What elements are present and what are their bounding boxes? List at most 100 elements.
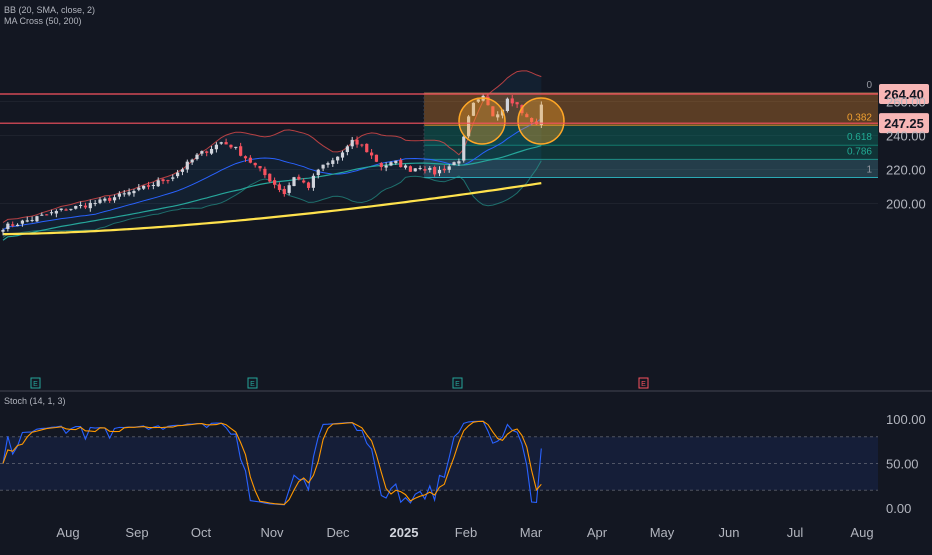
x-tick-label: Dec [326, 525, 350, 540]
candle-body [83, 205, 88, 208]
candle [166, 179, 170, 184]
candle-body [40, 214, 44, 216]
candle-body [403, 165, 408, 168]
candle-body [234, 146, 238, 148]
bb-legend[interactable]: BB (20, SMA, close, 2) [4, 5, 96, 15]
pattern-circle-left [458, 97, 506, 145]
fib-zone-2 [424, 145, 878, 160]
candle-body [117, 193, 121, 197]
candle [151, 182, 155, 190]
fib-zone-0 [424, 93, 878, 126]
x-tick-label: Nov [260, 525, 284, 540]
candle [176, 169, 180, 179]
price-label-text: 247.25 [884, 116, 924, 131]
candle [156, 177, 160, 188]
candle-body [457, 161, 461, 164]
candle [277, 182, 282, 193]
candle [496, 111, 500, 121]
candle [229, 144, 233, 149]
candle-body [408, 166, 412, 172]
candle [146, 181, 151, 190]
candle-body [345, 146, 349, 153]
candle [103, 197, 107, 203]
fib-zone-4 [424, 159, 878, 178]
candle-body [103, 198, 107, 201]
ma-legend[interactable]: MA Cross (50, 200) [4, 16, 82, 26]
x-tick-label: Oct [191, 525, 212, 540]
candle [515, 102, 519, 108]
candle-body [510, 98, 514, 104]
candle-body [447, 166, 451, 170]
candle [423, 166, 427, 174]
candle-body [321, 164, 325, 169]
candle [122, 190, 126, 197]
candle-body [69, 208, 73, 210]
candle [394, 160, 398, 165]
ma-50-line [2, 145, 542, 241]
candle [219, 141, 223, 145]
stoch-legend[interactable]: Stoch (14, 1, 3) [4, 396, 66, 406]
candle [282, 186, 286, 197]
candle-body [282, 188, 286, 195]
candle-body [539, 104, 543, 125]
candle [345, 144, 349, 156]
price-lines: 264.40 247.25 [0, 84, 929, 134]
x-tick-label: 2025 [390, 525, 419, 540]
candle-body [209, 148, 214, 154]
candle [64, 208, 68, 211]
candle-body [176, 172, 180, 177]
y-tick-label: 260.00 [886, 95, 926, 110]
candle-body [243, 156, 248, 159]
candle [88, 199, 92, 212]
candle [108, 196, 112, 203]
fib-level-label: 0.618 [847, 132, 872, 143]
candle-body [471, 102, 476, 116]
candle [379, 162, 383, 171]
earnings-marker: E [247, 377, 258, 389]
candle [200, 150, 204, 156]
candle-body [389, 162, 393, 166]
candle-body [74, 205, 78, 209]
candle [306, 181, 311, 191]
candle-body [132, 190, 136, 194]
candle-body [360, 144, 364, 146]
candle-body [205, 151, 209, 153]
candle [258, 165, 262, 172]
candle [399, 157, 403, 168]
candle-body [146, 185, 151, 187]
candle [428, 166, 432, 173]
candle-body [340, 152, 345, 158]
candle-body [219, 142, 223, 144]
candle-body [11, 224, 15, 226]
candle-body [137, 187, 141, 190]
candle-body [122, 193, 126, 195]
stoch-y-tick-label: 0.00 [886, 501, 911, 516]
candle [69, 208, 73, 211]
candle-body [525, 114, 529, 118]
moving-averages [2, 145, 542, 241]
x-tick-label: Mar [520, 525, 543, 540]
candle [83, 202, 88, 210]
candle [326, 161, 330, 168]
bb-upper-band [2, 70, 542, 223]
candle-body [195, 154, 199, 160]
x-tick-label: Sep [125, 525, 148, 540]
candle [462, 134, 466, 163]
candle [243, 155, 248, 162]
candle-body [273, 180, 277, 185]
candle-body [6, 223, 10, 229]
fib-zone-3 [424, 159, 878, 178]
candle [112, 194, 117, 203]
candle-body [437, 169, 442, 174]
candle [292, 176, 296, 187]
x-tick-label: Feb [455, 525, 477, 540]
candle-body [467, 116, 471, 137]
candle [370, 148, 374, 159]
candle-body [239, 146, 243, 156]
candle [195, 153, 199, 161]
candle-body [384, 165, 388, 168]
stoch-y-tick-label: 100.00 [886, 412, 926, 427]
candle-body [142, 185, 146, 189]
candle [35, 215, 39, 223]
